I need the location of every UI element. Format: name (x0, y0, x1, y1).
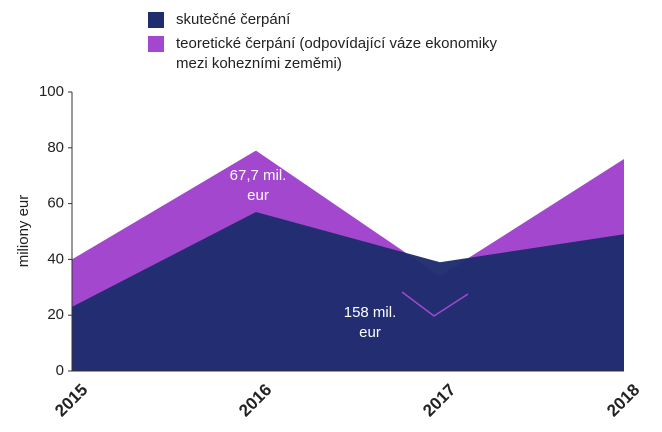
x-tick-label: 2015 (51, 380, 91, 420)
annotation: 67,7 mil. (230, 167, 287, 184)
x-tick-label: 2018 (603, 380, 643, 420)
legend-label: skutečné čerpání (176, 11, 291, 28)
legend-line: teoretické čerpání (odpovídající váze ek… (176, 35, 497, 52)
y-tick-label: 100 (39, 83, 64, 100)
y-tick-label: 40 (47, 250, 64, 267)
annotation: 158 mil. (344, 304, 397, 321)
legend-line: mezi kohezními zeměmi) (176, 55, 342, 72)
y-tick-label: 60 (47, 195, 64, 212)
area (72, 211, 624, 371)
legend-swatch (148, 36, 164, 52)
x-tick-label: 2016 (235, 380, 275, 420)
annotation: eur (247, 187, 269, 204)
y-tick-label: 20 (47, 306, 64, 323)
y-tick-label: 0 (56, 362, 64, 379)
legend-swatch (148, 12, 164, 28)
y-axis-label: miliony eur (15, 195, 32, 268)
x-tick-label: 2017 (419, 380, 459, 420)
annotation-chevron (401, 291, 469, 317)
y-tick-label: 80 (47, 139, 64, 156)
legend-label: teoretické čerpání (odpovídající váze ek… (176, 35, 497, 72)
annotation: eur (359, 324, 381, 341)
